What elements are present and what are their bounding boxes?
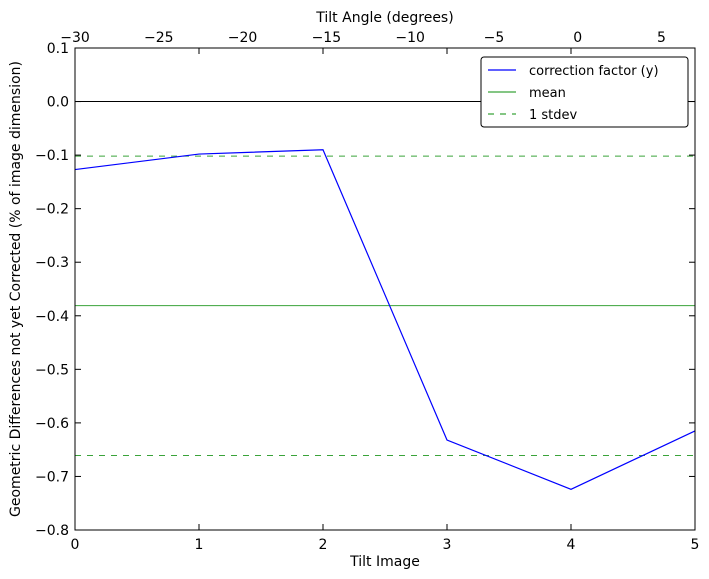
x2-tick-label: 5: [657, 30, 666, 46]
x2-tick-label: −15: [312, 30, 342, 46]
y-tick-label: −0.7: [35, 469, 69, 485]
x-tick-label: 2: [319, 537, 328, 553]
x-tick-label: 3: [443, 537, 452, 553]
y-tick-label: −0.3: [35, 255, 69, 271]
top-axis-title: Tilt Angle (degrees): [315, 10, 453, 26]
x-tick-label: 4: [567, 537, 576, 553]
y-tick-label: −0.2: [35, 202, 69, 218]
y-tick-label: 0.0: [47, 95, 69, 111]
y-tick-label: −0.6: [35, 416, 69, 432]
x2-tick-label: −25: [144, 30, 174, 46]
x2-tick-label: −30: [60, 30, 90, 46]
legend-box: [480, 56, 689, 128]
y-tick-label: −0.4: [35, 309, 69, 325]
legend-label: mean: [529, 86, 566, 101]
legend-entries: correction factor (y) mean 1 stdev: [488, 64, 659, 123]
y-tick-label: −0.8: [35, 523, 69, 539]
x-tick-label: 0: [71, 537, 80, 553]
x2-tick-label: −10: [395, 30, 425, 46]
legend-label: 1 stdev: [529, 108, 578, 123]
x2-tick-label: 0: [573, 30, 582, 46]
legend: correction factor (y) mean 1 stdev: [480, 56, 689, 128]
legend-label: correction factor (y): [529, 64, 659, 79]
x-tick-label: 5: [691, 537, 700, 553]
y-tick-label: −0.1: [35, 148, 69, 164]
y-axis-title: Geometric Differences not yet Corrected …: [8, 61, 24, 517]
y-tick-label: 0.1: [47, 41, 69, 57]
x-tick-label: 1: [195, 537, 204, 553]
y-tick-label: −0.5: [35, 362, 69, 378]
series-line-0: [74, 149, 696, 490]
x-axis-title: Tilt Image: [349, 554, 420, 570]
plot-frame: [74, 47, 696, 531]
x2-tick-label: −20: [228, 30, 258, 46]
axis-ticks: 0 1 2 3 4 5 −30 −25 −20 −15 −10 −5 0 5 0.1 0.0 −0.1 −0.2 −…: [35, 30, 699, 553]
x2-tick-label: −5: [484, 30, 505, 46]
